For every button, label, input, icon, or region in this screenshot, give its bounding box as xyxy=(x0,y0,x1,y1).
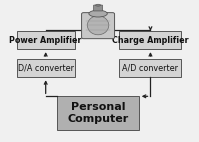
FancyBboxPatch shape xyxy=(119,59,181,77)
FancyBboxPatch shape xyxy=(119,31,181,49)
Text: A/D converter: A/D converter xyxy=(122,64,179,73)
Ellipse shape xyxy=(87,16,109,35)
FancyBboxPatch shape xyxy=(57,96,139,130)
FancyBboxPatch shape xyxy=(94,5,102,11)
FancyBboxPatch shape xyxy=(82,13,115,39)
Text: Personal
Computer: Personal Computer xyxy=(67,102,129,124)
Ellipse shape xyxy=(96,4,100,6)
Text: Charge Amplifier: Charge Amplifier xyxy=(112,36,189,45)
Text: D/A converter: D/A converter xyxy=(18,64,74,73)
Ellipse shape xyxy=(89,10,107,17)
FancyBboxPatch shape xyxy=(17,59,75,77)
FancyBboxPatch shape xyxy=(17,31,75,49)
Text: Power Amplifier: Power Amplifier xyxy=(9,36,82,45)
